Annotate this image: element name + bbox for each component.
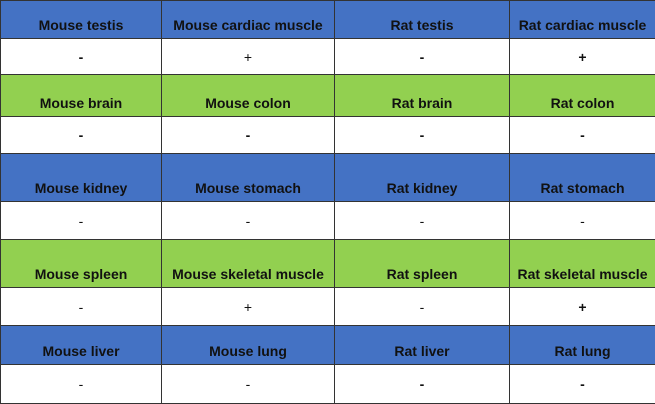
tissue-label: Rat liver <box>335 326 510 365</box>
expression-value: - <box>510 202 655 240</box>
tissue-label: Rat kidney <box>335 154 510 202</box>
expression-value: - <box>1 365 162 404</box>
expression-value: - <box>162 202 335 240</box>
tissue-label: Mouse testis <box>1 1 162 39</box>
tissue-label: Mouse cardiac muscle <box>162 1 335 39</box>
expression-value: + <box>162 39 335 75</box>
expression-value: + <box>162 288 335 326</box>
value-row: - - - - <box>1 117 655 154</box>
header-row: Mouse liver Mouse lung Rat liver Rat lun… <box>1 326 655 365</box>
tissue-label: Rat cardiac muscle <box>510 1 655 39</box>
expression-value: + <box>510 288 655 326</box>
expression-value: - <box>510 365 655 404</box>
expression-value: - <box>335 202 510 240</box>
tissue-label: Mouse brain <box>1 75 162 117</box>
header-row: Mouse kidney Mouse stomach Rat kidney Ra… <box>1 154 655 202</box>
value-row: - + - + <box>1 288 655 326</box>
tissue-label: Mouse lung <box>162 326 335 365</box>
expression-value: - <box>1 202 162 240</box>
expression-value: - <box>1 117 162 154</box>
tissue-label: Mouse spleen <box>1 240 162 288</box>
value-row: - - - - <box>1 202 655 240</box>
header-row: Mouse testis Mouse cardiac muscle Rat te… <box>1 1 655 39</box>
expression-value: - <box>1 288 162 326</box>
tissue-label: Rat lung <box>510 326 655 365</box>
tissue-label: Rat skeletal muscle <box>510 240 655 288</box>
expression-value: + <box>510 39 655 75</box>
expression-value: - <box>162 117 335 154</box>
expression-value: - <box>335 365 510 404</box>
value-row: - - - - <box>1 365 655 404</box>
tissue-label: Rat brain <box>335 75 510 117</box>
expression-value: - <box>335 39 510 75</box>
tissue-label: Rat stomach <box>510 154 655 202</box>
tissue-label: Rat spleen <box>335 240 510 288</box>
tissue-label: Mouse skeletal muscle <box>162 240 335 288</box>
header-row: Mouse spleen Mouse skeletal muscle Rat s… <box>1 240 655 288</box>
tissue-label: Mouse colon <box>162 75 335 117</box>
expression-value: - <box>335 288 510 326</box>
tissue-label: Mouse stomach <box>162 154 335 202</box>
tissue-label: Rat testis <box>335 1 510 39</box>
header-row: Mouse brain Mouse colon Rat brain Rat co… <box>1 75 655 117</box>
expression-value: - <box>1 39 162 75</box>
expression-value: - <box>162 365 335 404</box>
tissue-label: Mouse kidney <box>1 154 162 202</box>
value-row: - + - + <box>1 39 655 75</box>
tissue-label: Rat colon <box>510 75 655 117</box>
tissue-label: Mouse liver <box>1 326 162 365</box>
expression-value: - <box>510 117 655 154</box>
expression-value: - <box>335 117 510 154</box>
